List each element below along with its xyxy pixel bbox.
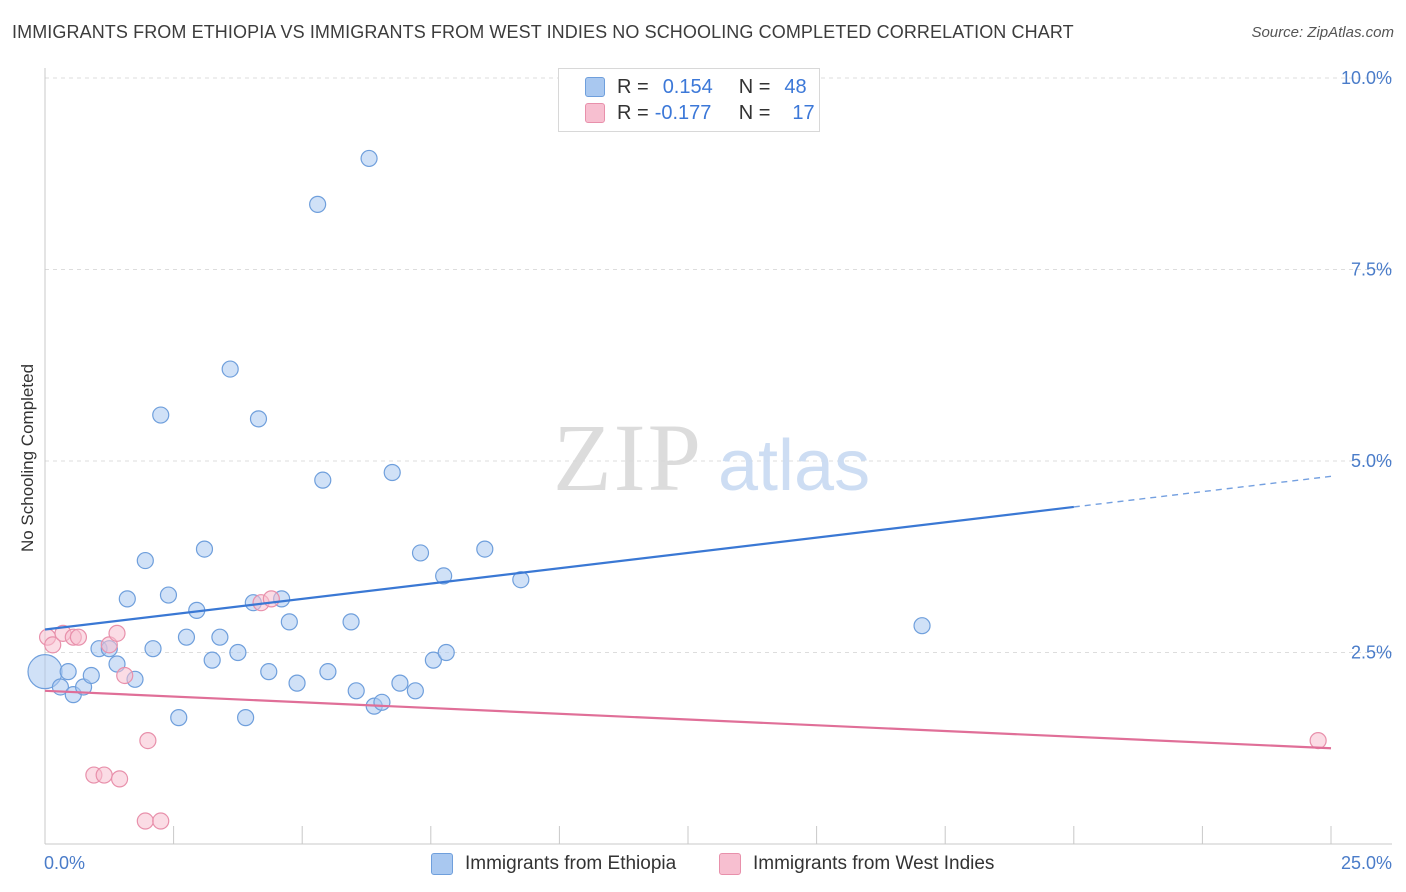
watermark-atlas: atlas: [718, 426, 870, 506]
westindies-point: [139, 731, 157, 750]
ethiopia-point: [424, 651, 442, 669]
westindies-point: [1309, 731, 1327, 750]
x-tick-label-min: 0.0%: [44, 853, 85, 873]
ethiopia-point: [391, 674, 409, 692]
legend-n-label: N =: [738, 101, 771, 124]
legend-row-westindies: R = -0.177 N = 17: [585, 101, 815, 125]
trend-lines: [44, 475, 1332, 750]
ethiopia-point: [288, 674, 306, 692]
ethiopia-point: [383, 463, 401, 482]
ethiopia-point: [309, 195, 327, 213]
ethiopia-point: [136, 551, 154, 570]
legend-r-value: 0.154: [662, 75, 713, 98]
series-swatch-ethiopia: [431, 853, 453, 875]
ethiopia-point: [211, 628, 229, 646]
westindies-point: [69, 628, 88, 646]
ethiopia-point: [913, 617, 931, 635]
ethiopia-point: [237, 709, 255, 727]
legend-n-value: 17: [792, 101, 815, 124]
y-tick-label: 5.0%: [1351, 451, 1392, 471]
ethiopia-point: [360, 149, 378, 168]
legend-r-value: -0.177: [654, 101, 712, 124]
ethiopia-point: [411, 544, 430, 562]
x-tick-label-max: 25.0%: [1341, 853, 1392, 873]
ethiopia-point: [221, 360, 239, 378]
westindies-point: [152, 812, 170, 830]
westindies-point: [116, 666, 134, 685]
ethiopia-point: [203, 651, 221, 669]
ethiopia-point: [177, 628, 196, 646]
westindies-point: [108, 624, 126, 642]
ethiopia-point: [342, 613, 360, 631]
westindies-point: [136, 812, 154, 830]
y-tick-label: 7.5%: [1351, 260, 1392, 280]
ethiopia-point: [170, 709, 188, 727]
gridlines: [45, 77, 1392, 653]
ethiopia-point: [59, 663, 77, 681]
chart-title: IMMIGRANTS FROM ETHIOPIA VS IMMIGRANTS F…: [12, 22, 1074, 42]
ethiopia-point: [118, 590, 136, 608]
westindies-point: [262, 590, 280, 608]
correlation-legend: R = 0.154 N = 48 R = -0.177 N = 17: [558, 68, 820, 132]
legend-r-label: R =: [617, 75, 649, 98]
series-label-westindies: Immigrants from West Indies: [753, 853, 995, 874]
ethiopia-trend-extension: [1073, 475, 1332, 508]
ethiopia-point: [373, 693, 391, 711]
ethiopia-point: [437, 643, 455, 662]
ethiopia-point: [82, 666, 100, 685]
ethiopia-point: [229, 643, 247, 662]
series-legend-westindies: Immigrants from West Indies: [719, 852, 994, 876]
ethiopia-point: [159, 586, 178, 604]
legend-n-value: 48: [784, 75, 807, 98]
y-tick-label: 2.5%: [1351, 643, 1392, 663]
ethiopia-trend-line: [44, 505, 1074, 631]
watermark: ZIP atlas: [553, 404, 870, 511]
data-points: [27, 149, 1327, 830]
westindies-point: [95, 766, 113, 784]
axes: [44, 68, 1392, 845]
ethiopia-point: [435, 567, 453, 585]
ethiopia-point: [347, 682, 365, 700]
ethiopia-point: [319, 663, 337, 681]
legend-r-label: R =: [617, 101, 649, 124]
y-tick-label: 10.0%: [1341, 68, 1392, 88]
source-label: Source: ZipAtlas.com: [1251, 24, 1394, 41]
ethiopia-point: [280, 613, 298, 631]
westindies-trend-line: [44, 689, 1332, 750]
ethiopia-point: [260, 663, 278, 681]
series-legend-ethiopia: Immigrants from Ethiopia: [431, 852, 676, 876]
westindies-point: [110, 770, 129, 788]
ethiopia-point: [406, 682, 424, 700]
series-swatch-westindies: [719, 853, 741, 875]
ethiopia-point: [476, 540, 494, 558]
legend-row-ethiopia: R = 0.154 N = 48: [585, 75, 807, 99]
legend-n-label: N =: [738, 75, 771, 98]
westindies-point: [44, 636, 62, 654]
legend-swatch-westindies: [585, 103, 605, 123]
ethiopia-point: [152, 406, 170, 424]
legend-swatch-ethiopia: [585, 77, 605, 97]
ethiopia-point: [314, 471, 332, 489]
series-label-ethiopia: Immigrants from Ethiopia: [465, 853, 677, 874]
ethiopia-point: [144, 640, 162, 658]
ethiopia-point: [195, 540, 214, 558]
tick-labels: 2.5% 5.0% 7.5% 10.0% 0.0% 25.0%: [44, 68, 1392, 873]
watermark-zip: ZIP: [553, 404, 703, 511]
ethiopia-point: [249, 410, 268, 428]
